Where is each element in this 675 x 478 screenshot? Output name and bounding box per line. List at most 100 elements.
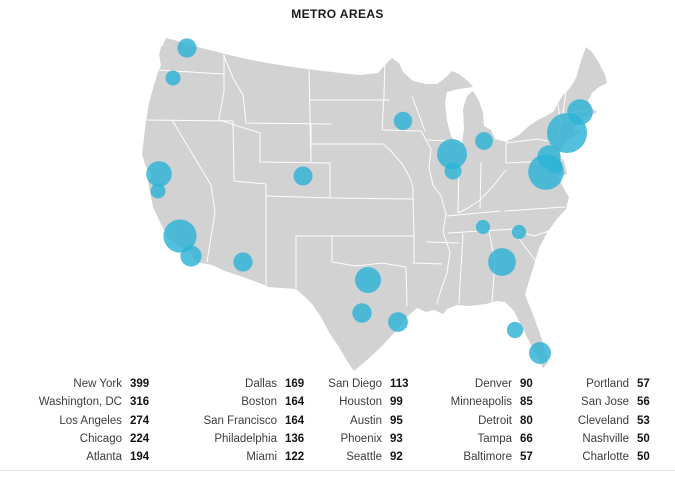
legend-row: Dallas 169	[165, 375, 304, 393]
legend-column: Dallas 169 Boston 164 San Francisco 164 Philad…	[165, 375, 304, 466]
state-borders-lines	[145, 47, 589, 307]
metro-name: Atlanta	[86, 451, 122, 464]
legend-row: San Jose 56	[517, 393, 650, 411]
map-bubble-atlanta[interactable]	[488, 248, 516, 276]
map-bubble-san-jose[interactable]	[150, 183, 166, 199]
metro-name: San Jose	[581, 396, 629, 409]
metro-name: Minneapolis	[450, 396, 512, 409]
metro-name: Boston	[241, 396, 277, 409]
map-bubble-portland[interactable]	[165, 70, 181, 86]
legend-row: Portland 57	[517, 375, 650, 393]
metro-name: San Diego	[328, 378, 382, 390]
legend-row: Detroit 80	[400, 412, 533, 430]
metro-value: 113	[390, 378, 409, 390]
bubble-layer	[146, 38, 593, 364]
map-bubble-san-francisco[interactable]	[146, 161, 172, 187]
metro-name: Washington, DC	[38, 396, 122, 409]
metro-name: Miami	[246, 451, 277, 464]
metro-name: San Francisco	[203, 414, 277, 427]
metro-value: 50	[637, 432, 650, 445]
legend-row: Baltimore 57	[400, 448, 533, 466]
map-bubble-baltimore[interactable]	[547, 158, 563, 174]
metro-value: 80	[520, 414, 533, 427]
map-bubble-dallas[interactable]	[355, 267, 381, 293]
metro-name: Charlotte	[582, 451, 629, 464]
map-bubble-boston[interactable]	[567, 99, 593, 125]
legend-row: Nashville 50	[517, 430, 650, 448]
metro-value: 53	[637, 414, 650, 427]
metro-value: 93	[390, 432, 403, 445]
legend-row: Austin 95	[270, 412, 409, 430]
metro-value: 57	[520, 451, 533, 464]
legend-column: Portland 57 San Jose 56 Cleveland 53 Nashville…	[517, 375, 650, 466]
metro-value: 66	[520, 432, 533, 445]
metro-value: 92	[390, 451, 403, 464]
page-title: METRO AREAS	[291, 7, 384, 21]
metro-name: Dallas	[245, 378, 277, 390]
metro-name: Houston	[339, 396, 382, 409]
us-map-silhouette	[142, 38, 607, 371]
metro-value: 57	[637, 378, 650, 390]
metro-name: Philadelphia	[214, 432, 277, 445]
metro-name: Denver	[474, 378, 512, 390]
legend-row: New York 399	[10, 375, 149, 393]
metro-value: 56	[637, 396, 650, 409]
metro-name: Portland	[586, 378, 629, 390]
metro-name: Tampa	[477, 432, 512, 445]
map-bubble-houston[interactable]	[388, 312, 408, 332]
legend-row: Boston 164	[165, 393, 304, 411]
legend-row: Phoenix 93	[270, 430, 409, 448]
legend-row: Atlanta 194	[10, 448, 149, 466]
metro-name: Phoenix	[340, 432, 382, 445]
legend-row: Charlotte 50	[517, 448, 650, 466]
metro-legend: New York 399 Washington, DC 316 Los Angeles 2…	[0, 375, 675, 470]
metro-name: Nashville	[582, 432, 629, 445]
map-bubble-austin[interactable]	[352, 303, 372, 323]
metro-value: 164	[285, 396, 305, 409]
metro-value: 95	[390, 414, 403, 427]
legend-row: Los Angeles 274	[10, 412, 149, 430]
legend-row: San Diego 113	[270, 375, 409, 393]
metro-value: 136	[285, 432, 305, 445]
metro-name: Los Angeles	[59, 414, 122, 427]
map-bubble-miami[interactable]	[529, 342, 551, 364]
metro-value: 224	[130, 432, 150, 445]
map-bubble-minneapolis[interactable]	[393, 111, 413, 131]
metro-name: Seattle	[346, 451, 382, 464]
metro-value: 50	[637, 451, 650, 464]
map-bubble-tampa[interactable]	[506, 321, 524, 339]
legend-row: Cleveland 53	[517, 412, 650, 430]
metro-value: 90	[520, 378, 533, 390]
metro-value: 85	[520, 396, 533, 409]
legend-row: San Francisco 164	[165, 412, 304, 430]
legend-row: Washington, DC 316	[10, 393, 150, 411]
metro-value: 399	[130, 378, 150, 390]
map-bubble-san-diego[interactable]	[180, 245, 202, 267]
legend-row: Tampa 66	[400, 430, 533, 448]
metro-value: 122	[285, 451, 305, 464]
legend-row: Chicago 224	[10, 430, 149, 448]
map-bubble-denver[interactable]	[293, 166, 313, 186]
map-bubble-charlotte[interactable]	[511, 224, 527, 240]
map-bubble-los-angeles[interactable]	[163, 219, 197, 253]
legend-row: Philadelphia 136	[165, 430, 304, 448]
map-bubble-phoenix[interactable]	[233, 252, 253, 272]
map-bubble-seattle[interactable]	[177, 38, 197, 58]
map-bubble-detroit[interactable]	[475, 132, 493, 150]
legend-row: Minneapolis 85	[400, 393, 533, 411]
metro-name: Baltimore	[463, 451, 512, 464]
legend-column: San Diego 113 Houston 99 Austin 95 Phoenix 93 Se…	[270, 375, 409, 466]
legend-column: New York 399 Washington, DC 316 Los Angeles 2…	[10, 375, 150, 466]
metro-name: Detroit	[478, 414, 512, 427]
legend-row: Denver 90	[400, 375, 533, 393]
metro-value: 274	[130, 414, 150, 427]
metro-name: Cleveland	[577, 414, 629, 427]
bottom-divider	[0, 470, 675, 471]
metro-name: Austin	[350, 414, 382, 427]
metro-value: 194	[130, 451, 150, 464]
map-bubble-nashville[interactable]	[475, 219, 491, 235]
map-bubble-chicago[interactable]	[437, 139, 467, 169]
map-bubble[interactable]	[444, 162, 462, 180]
